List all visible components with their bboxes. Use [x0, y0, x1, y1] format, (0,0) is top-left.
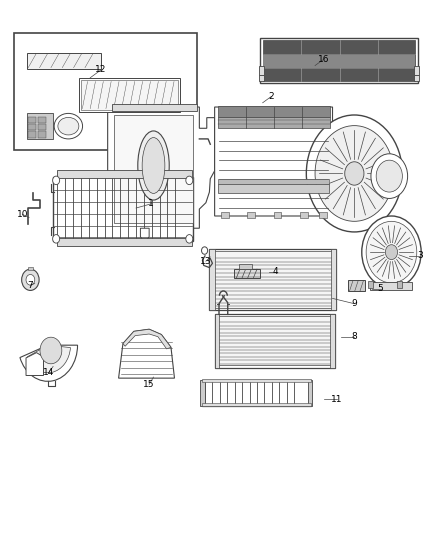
Bar [263, 40, 416, 82]
Bar [300, 212, 307, 217]
Bar [234, 269, 261, 278]
Circle shape [186, 235, 193, 243]
Circle shape [40, 337, 62, 364]
Bar [215, 314, 335, 368]
Circle shape [306, 115, 403, 232]
Circle shape [385, 245, 398, 260]
Text: 5: 5 [378, 284, 383, 293]
Bar [259, 66, 264, 75]
Bar [414, 66, 420, 75]
Text: 1: 1 [148, 199, 154, 208]
Bar [209, 249, 336, 310]
Circle shape [21, 269, 39, 290]
Polygon shape [114, 115, 193, 223]
Bar [319, 212, 327, 217]
Text: 2: 2 [268, 92, 274, 101]
Circle shape [315, 126, 394, 221]
Circle shape [376, 160, 403, 192]
Ellipse shape [138, 131, 169, 200]
Bar [81, 80, 177, 110]
Bar [368, 281, 373, 288]
Polygon shape [26, 353, 43, 375]
Bar [28, 124, 36, 131]
Text: 7: 7 [28, 280, 33, 289]
Bar [212, 251, 334, 308]
Bar [200, 380, 205, 406]
Bar [28, 266, 33, 270]
Text: 9: 9 [351, 299, 357, 308]
Bar [218, 183, 329, 193]
Text: 4: 4 [273, 268, 279, 276]
Bar [27, 53, 101, 69]
Bar [38, 117, 46, 123]
Polygon shape [119, 329, 174, 378]
Bar [57, 238, 192, 246]
Circle shape [362, 216, 421, 288]
Bar [53, 177, 193, 241]
Text: 8: 8 [351, 332, 357, 341]
Bar [331, 249, 336, 310]
Bar [218, 179, 329, 183]
Polygon shape [215, 107, 332, 216]
Text: 13: 13 [200, 257, 212, 265]
Text: 16: 16 [318, 55, 329, 63]
Wedge shape [27, 345, 71, 373]
Bar [28, 132, 36, 138]
Circle shape [371, 154, 408, 198]
Circle shape [366, 221, 417, 283]
Circle shape [201, 247, 208, 254]
Bar [307, 380, 312, 406]
Ellipse shape [142, 138, 165, 193]
Bar [218, 106, 330, 117]
Bar [414, 75, 420, 82]
Bar [217, 317, 332, 366]
Wedge shape [20, 345, 78, 381]
Bar [370, 282, 413, 290]
Polygon shape [108, 107, 215, 228]
Bar [261, 38, 418, 83]
Circle shape [53, 235, 60, 243]
Bar [274, 212, 282, 217]
Ellipse shape [58, 117, 79, 135]
Text: 11: 11 [331, 395, 343, 404]
Bar [263, 55, 415, 68]
Text: 12: 12 [95, 66, 107, 74]
Bar [330, 314, 335, 368]
Bar [38, 132, 46, 138]
Bar [201, 379, 311, 382]
Bar [27, 114, 53, 139]
Bar [14, 33, 197, 150]
Text: 14: 14 [43, 368, 54, 377]
Bar [112, 104, 197, 111]
Bar [221, 212, 229, 217]
Polygon shape [123, 329, 171, 349]
Text: 10: 10 [17, 210, 28, 219]
Bar [218, 117, 330, 128]
Bar [209, 249, 215, 310]
Text: 15: 15 [143, 380, 155, 389]
Bar [215, 314, 219, 368]
Bar [397, 281, 402, 288]
Bar [201, 380, 311, 406]
Bar [28, 117, 36, 123]
Bar [38, 124, 46, 131]
Text: 3: 3 [417, 252, 423, 260]
Bar [348, 280, 365, 292]
Bar [57, 170, 192, 178]
Bar [247, 212, 255, 217]
Bar [259, 75, 264, 82]
Polygon shape [141, 228, 149, 243]
Ellipse shape [54, 114, 82, 139]
Circle shape [26, 274, 35, 285]
Bar [239, 264, 252, 269]
Circle shape [345, 162, 364, 185]
Circle shape [53, 176, 60, 184]
Circle shape [186, 176, 193, 184]
Bar [79, 78, 180, 112]
Bar [201, 402, 311, 406]
